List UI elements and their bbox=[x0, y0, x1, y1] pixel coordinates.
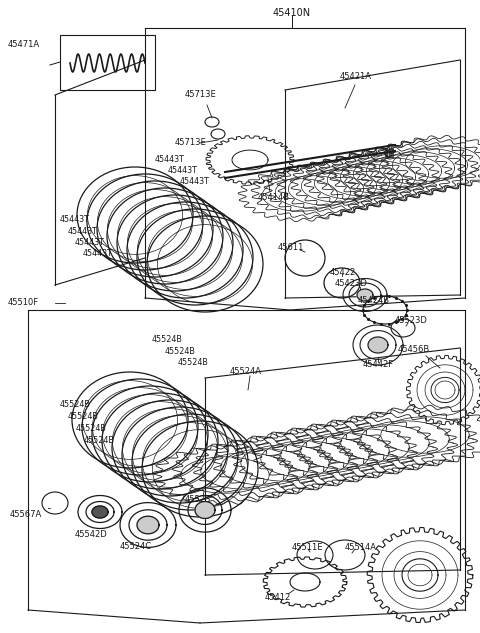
Text: 45443T: 45443T bbox=[75, 238, 105, 247]
Text: 45421A: 45421A bbox=[340, 72, 372, 81]
Polygon shape bbox=[92, 506, 108, 518]
Text: 45443T: 45443T bbox=[155, 155, 185, 164]
Text: 45713E: 45713E bbox=[175, 138, 207, 147]
Text: 45442F: 45442F bbox=[363, 360, 394, 369]
Text: 45524B: 45524B bbox=[68, 412, 99, 421]
Text: 45443T: 45443T bbox=[68, 227, 98, 236]
Text: 45523D: 45523D bbox=[395, 316, 428, 325]
Text: 45414B: 45414B bbox=[258, 193, 290, 202]
Text: 45524B: 45524B bbox=[76, 424, 107, 433]
Text: 45443T: 45443T bbox=[168, 166, 198, 175]
Text: 45410N: 45410N bbox=[273, 8, 311, 18]
Polygon shape bbox=[137, 516, 159, 534]
Text: 45524B: 45524B bbox=[165, 347, 196, 356]
Bar bbox=[60, 35, 155, 90]
Text: 45524B: 45524B bbox=[60, 400, 91, 409]
Text: 45514A: 45514A bbox=[345, 543, 377, 552]
Text: 45443T: 45443T bbox=[180, 177, 210, 186]
Text: 45456B: 45456B bbox=[398, 345, 430, 354]
Text: 45524B: 45524B bbox=[84, 436, 115, 445]
Text: 45423D: 45423D bbox=[335, 279, 368, 288]
Text: 45412: 45412 bbox=[265, 593, 291, 602]
Text: 45443T: 45443T bbox=[83, 249, 113, 258]
Text: 45523: 45523 bbox=[185, 495, 211, 504]
Text: 45510F: 45510F bbox=[8, 298, 39, 307]
Text: 45524A: 45524A bbox=[230, 367, 262, 376]
Text: 45422: 45422 bbox=[330, 268, 356, 277]
Text: 45611: 45611 bbox=[278, 243, 304, 252]
Text: 45424B: 45424B bbox=[358, 296, 390, 305]
Polygon shape bbox=[195, 501, 215, 518]
Text: 45524C: 45524C bbox=[120, 542, 152, 551]
Text: 45443T: 45443T bbox=[60, 215, 90, 224]
Text: 45713E: 45713E bbox=[185, 90, 217, 99]
Polygon shape bbox=[368, 337, 388, 353]
Text: 45471A: 45471A bbox=[8, 40, 40, 49]
Polygon shape bbox=[357, 289, 373, 301]
Text: 45542D: 45542D bbox=[75, 530, 108, 539]
Text: 45524B: 45524B bbox=[152, 335, 183, 344]
Text: 45511E: 45511E bbox=[292, 543, 324, 552]
Text: 45524B: 45524B bbox=[178, 358, 209, 367]
Text: 45567A: 45567A bbox=[10, 510, 42, 519]
